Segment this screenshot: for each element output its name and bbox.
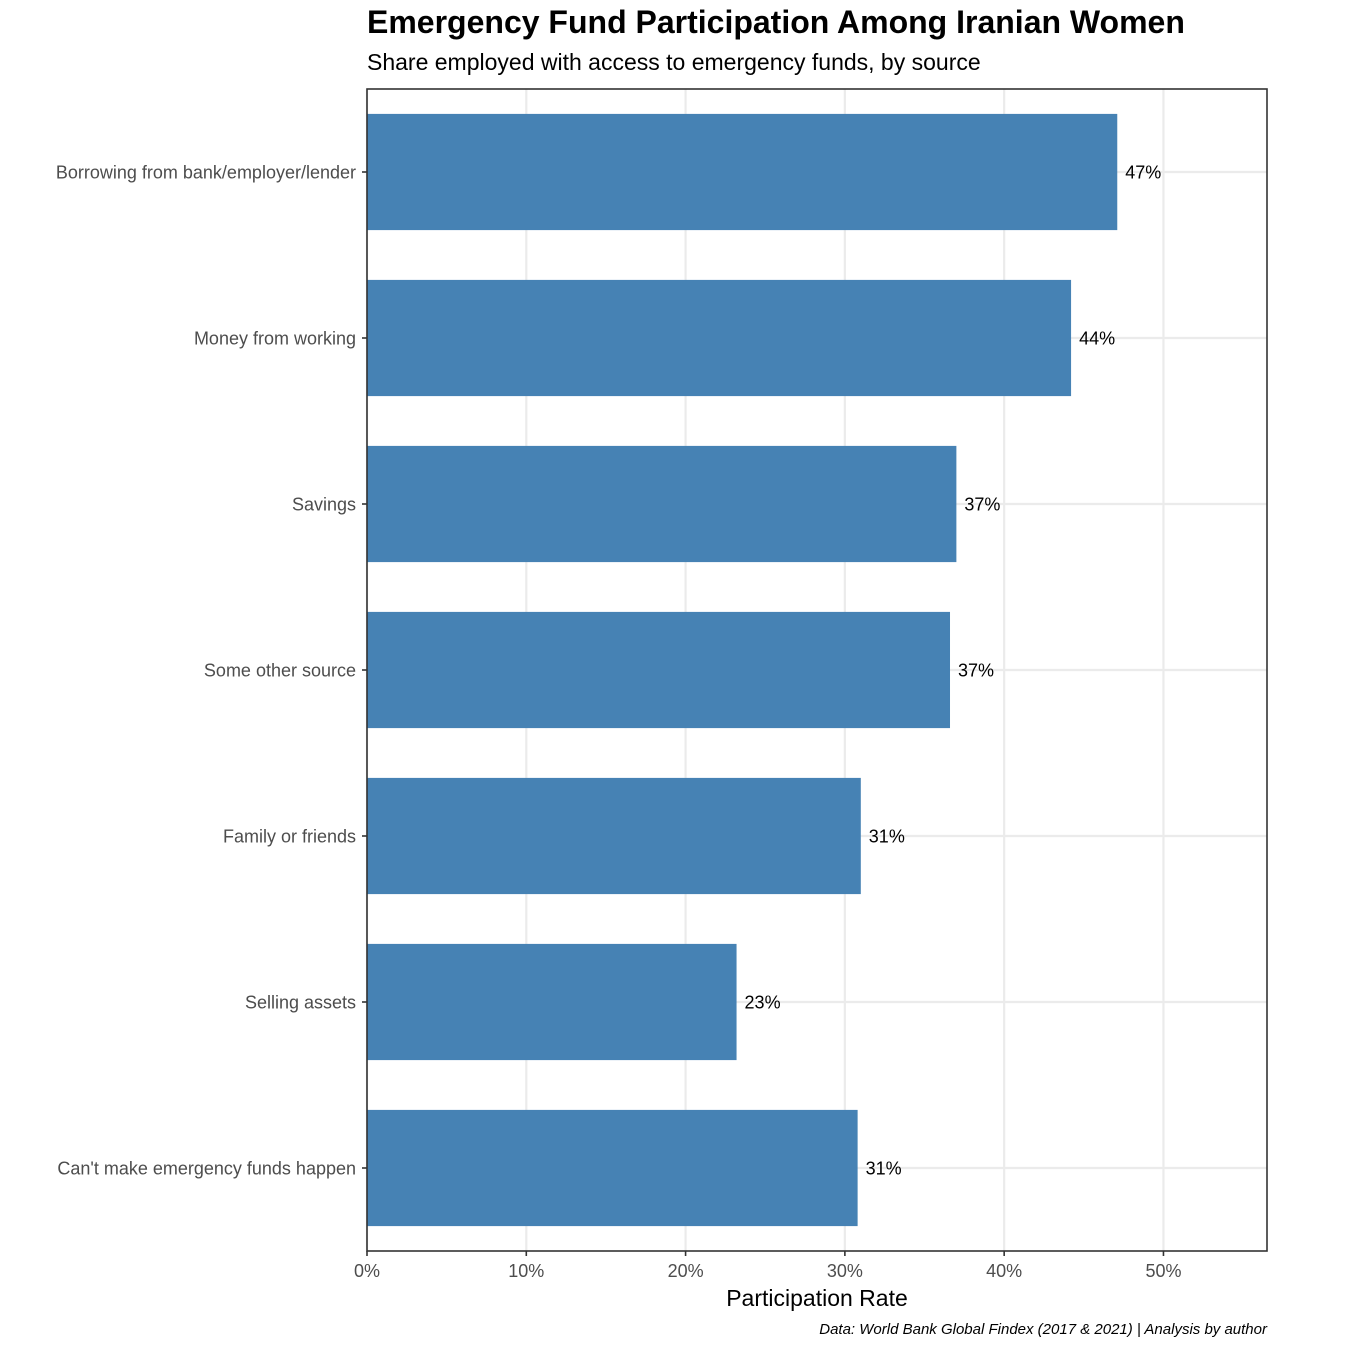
y-tick-label: Selling assets — [245, 993, 356, 1013]
x-tick-label: 0% — [354, 1261, 380, 1281]
x-tick-label: 20% — [668, 1261, 704, 1281]
chart-title: Emergency Fund Participation Among Irani… — [367, 4, 1185, 40]
x-axis-title: Participation Rate — [726, 1285, 908, 1311]
y-tick-label: Some other source — [204, 661, 356, 681]
data-label: 37% — [958, 661, 994, 681]
x-axis-ticks: 0% 10% 20% 30% 40% 50% — [354, 1251, 1181, 1281]
panel-border — [366, 88, 1268, 1252]
chart-caption: Data: World Bank Global Findex (2017 & 2… — [819, 1321, 1267, 1338]
chart-subtitle: Share employed with access to emergency … — [367, 49, 981, 75]
y-tick-label: Borrowing from bank/employer/lender — [56, 163, 356, 183]
bar — [367, 113, 1118, 231]
bar — [367, 445, 957, 563]
bar — [367, 611, 951, 729]
bar — [367, 777, 861, 895]
x-tick-label: 30% — [827, 1261, 863, 1281]
bar — [367, 1109, 858, 1227]
data-label: 23% — [745, 993, 781, 1013]
data-label: 47% — [1125, 163, 1161, 183]
bar — [367, 279, 1072, 397]
x-tick-label: 40% — [986, 1261, 1022, 1281]
data-label: 37% — [964, 495, 1000, 515]
y-tick-label: Family or friends — [223, 827, 356, 847]
y-tick-label: Savings — [292, 495, 356, 515]
y-tick-label: Can't make emergency funds happen — [57, 1159, 356, 1179]
x-tick-label: 50% — [1145, 1261, 1181, 1281]
bar — [367, 943, 737, 1061]
y-tick-label: Money from working — [194, 329, 356, 349]
y-axis-ticks: Borrowing from bank/employer/lender Money… — [56, 163, 367, 1179]
data-label: 31% — [869, 827, 905, 847]
bars — [367, 113, 1118, 1227]
data-labels: 47% 44% 37% 37% 31% 23% 31% — [745, 163, 1162, 1179]
data-label: 31% — [866, 1159, 902, 1179]
data-label: 44% — [1079, 329, 1115, 349]
x-tick-label: 10% — [508, 1261, 544, 1281]
